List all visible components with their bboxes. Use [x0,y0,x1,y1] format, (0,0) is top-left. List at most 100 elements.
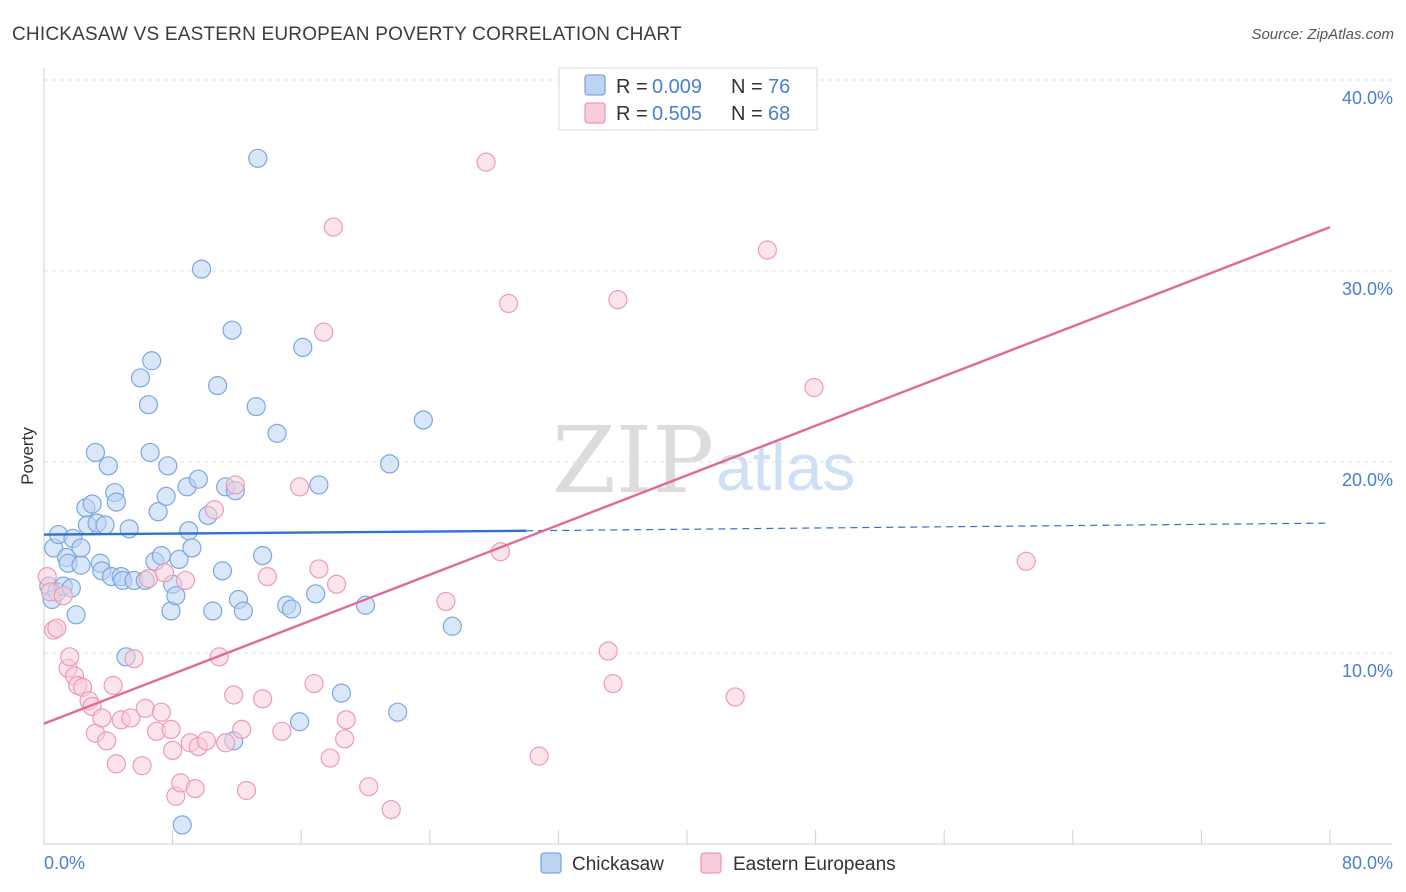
point-1-43 [257,566,278,587]
point-1-19 [124,649,144,669]
stats-legend-n-value-eastern-europeans: 68 [768,103,790,125]
point-0-21 [98,456,118,476]
point-1-44 [272,721,292,741]
point-0-37 [151,545,171,566]
point-1-56 [436,591,456,612]
point-1-53 [336,710,356,730]
point-0-73 [388,702,408,722]
legend-label-eastern-europeans: Eastern Europeans [733,854,896,875]
point-1-51 [326,574,347,594]
stats-legend: R = 0.009 N = 76 R = 0.505 N = 68 [558,67,818,131]
point-1-35 [204,500,224,520]
y-tick-label-3: 40.0% [1342,88,1393,108]
legend-swatch-chickasaw [540,852,562,874]
stats-legend-swatch-chickasaw [584,74,606,96]
legend-label-chickasaw: Chickasaw [572,854,664,875]
point-1-6 [60,647,80,667]
watermark-zip: ZIP [552,407,714,514]
point-0-24 [106,492,126,512]
point-0-32 [138,395,159,415]
point-1-67 [1016,551,1036,571]
point-1-59 [498,293,519,314]
point-1-50 [323,217,343,237]
point-0-11 [71,555,91,575]
point-0-46 [179,521,199,541]
chart-source: Source: ZipAtlas.com [1251,26,1394,43]
point-1-22 [138,568,159,589]
x-tick-label-max: 80.0% [1342,853,1393,873]
stats-legend-r-label-chickasaw: R = [616,76,648,98]
legend-swatch-eastern-europeans [700,852,722,874]
point-1-47 [309,559,329,579]
point-1-46 [304,673,324,694]
point-0-65 [281,599,302,619]
point-1-21 [135,698,155,718]
point-0-44 [172,815,192,835]
point-0-33 [140,442,160,463]
point-1-55 [381,800,401,820]
stats-legend-n-label-eastern-europeans: N = [731,103,763,125]
point-0-36 [148,502,168,522]
point-0-68 [306,584,326,604]
series-chickasaw-points [39,148,462,835]
point-1-14 [97,731,117,751]
point-1-60 [529,746,549,766]
y-axis-label: Poverty [18,427,37,485]
point-1-39 [225,475,245,495]
point-1-66 [804,377,824,398]
point-0-51 [203,601,223,621]
point-1-26 [161,719,181,740]
point-0-38 [156,486,176,506]
point-1-62 [603,673,623,694]
point-1-54 [359,777,379,797]
axes [43,68,1392,845]
series-eastern-europeans-points [37,152,1036,820]
chart-title: CHICKASAW VS EASTERN EUROPEAN POVERTY CO… [12,24,682,45]
point-1-32 [185,779,205,799]
point-0-43 [169,549,189,570]
trend-line-chickasaw [43,529,527,536]
point-0-67 [293,337,313,357]
point-1-20 [132,756,152,776]
point-0-39 [158,456,178,476]
point-1-25 [154,563,175,583]
gridlines [44,79,1392,654]
point-1-42 [253,689,273,709]
y-tick-labels: 10.0% 20.0% 30.0% 40.0% [1342,88,1393,681]
point-0-20 [95,515,115,535]
point-0-55 [222,320,242,340]
point-1-65 [757,240,777,260]
stats-legend-n-label-chickasaw: N = [731,76,763,98]
point-1-4 [53,586,73,606]
y-tick-label-1: 20.0% [1342,470,1393,490]
point-0-16 [85,442,106,463]
point-0-63 [267,423,287,443]
point-1-3 [47,618,67,638]
trend-line-eastern-europeans [43,225,1331,725]
stats-legend-swatch-eastern-europeans [584,102,606,124]
point-1-13 [92,708,112,728]
point-0-49 [191,259,212,279]
stats-legend-r-value-eastern-europeans: 0.505 [652,103,702,125]
point-1-37 [216,733,236,753]
watermark: ZIP atlas [552,407,855,514]
point-0-69 [309,475,329,495]
point-0-12 [71,538,91,558]
point-1-27 [163,740,183,761]
trend-line-chickasaw-extension [526,522,1331,532]
point-0-53 [212,561,233,581]
stats-legend-n-value-chickasaw: 76 [768,76,790,98]
y-tick-label-2: 30.0% [1342,279,1393,299]
point-1-18 [121,708,141,728]
point-0-59 [233,601,253,621]
point-0-47 [182,538,202,558]
point-0-10 [66,605,86,625]
point-1-16 [106,754,126,774]
point-1-61 [598,641,618,661]
point-0-62 [253,545,273,566]
point-0-66 [289,712,310,732]
point-0-30 [130,368,151,388]
point-1-40 [232,719,252,740]
series-legend: Chickasaw Eastern Europeans [540,852,896,875]
